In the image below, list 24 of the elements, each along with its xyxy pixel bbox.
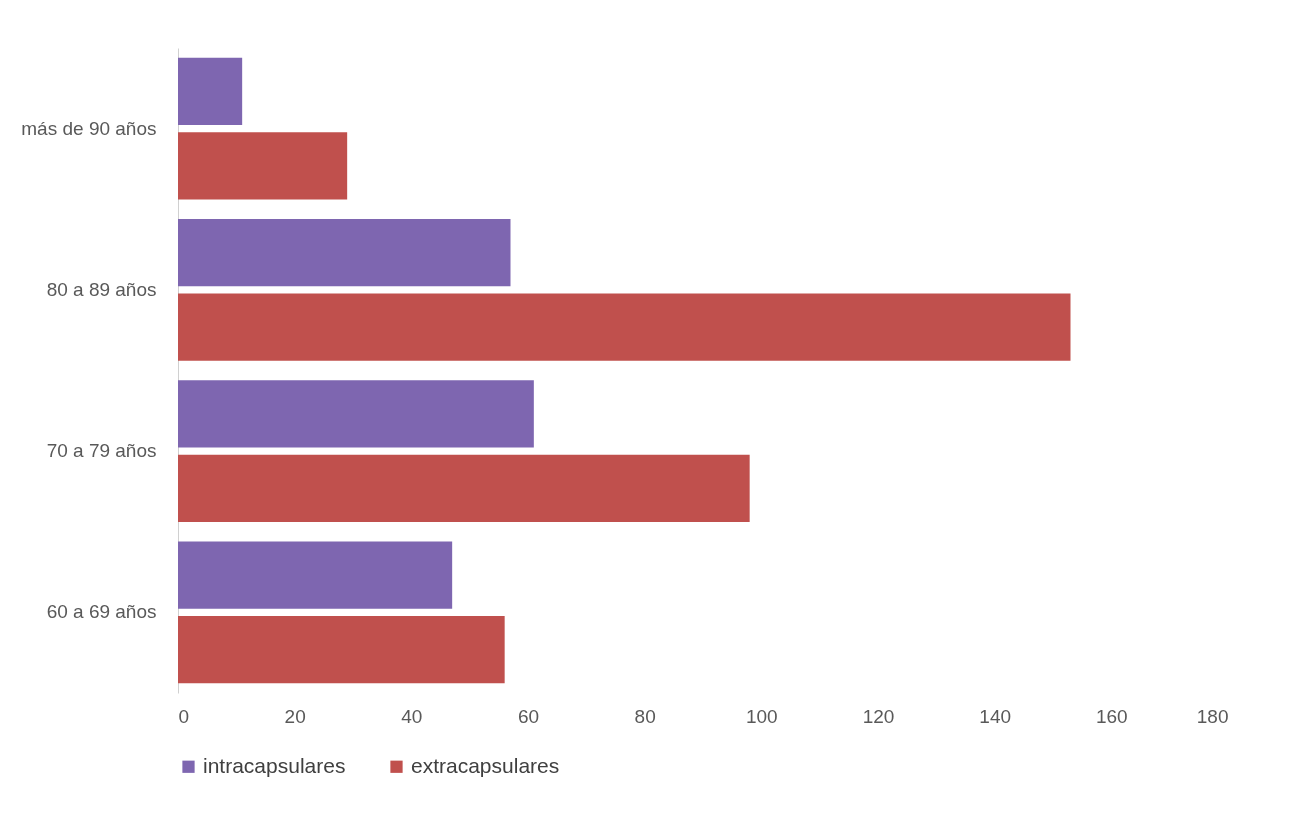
y-tick-label: 60 a 69 años — [46, 601, 157, 623]
x-tick-label: 20 — [284, 705, 306, 727]
bar — [178, 380, 534, 448]
bar — [178, 541, 453, 609]
x-tick-label: 80 — [634, 705, 656, 727]
bar — [178, 293, 1071, 361]
x-tick-label: 60 — [517, 705, 540, 727]
x-tick-label: 140 — [979, 705, 1012, 727]
legend-label: extracapsulares — [411, 753, 560, 777]
bar — [178, 132, 348, 200]
legend-label: intracapsulares — [203, 753, 346, 777]
x-tick-label: 120 — [862, 705, 895, 727]
bar — [178, 57, 243, 125]
bar — [178, 454, 750, 523]
y-tick-label: 80 a 89 años — [46, 278, 157, 300]
y-tick-label: más de 90 años — [21, 117, 157, 139]
x-tick-label: 0 — [178, 705, 190, 727]
x-tick-label: 180 — [1196, 705, 1229, 727]
x-tick-label: 100 — [745, 705, 778, 727]
x-tick-label: 40 — [401, 705, 423, 727]
y-tick-label: 70 a 79 años — [46, 440, 157, 462]
bar — [178, 616, 505, 684]
x-tick-label: 160 — [1095, 705, 1128, 727]
bar — [178, 218, 511, 287]
